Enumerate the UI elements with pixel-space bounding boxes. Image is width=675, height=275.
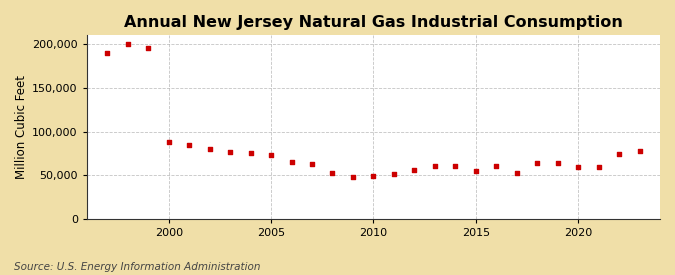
Point xyxy=(163,140,174,144)
Point xyxy=(491,163,502,168)
Point xyxy=(614,152,624,156)
Point xyxy=(245,151,256,156)
Point xyxy=(389,172,400,177)
Point xyxy=(184,142,194,147)
Y-axis label: Million Cubic Feet: Million Cubic Feet xyxy=(15,75,28,179)
Point xyxy=(450,163,461,168)
Point xyxy=(429,163,440,168)
Point xyxy=(532,161,543,165)
Point xyxy=(348,175,358,179)
Point xyxy=(205,147,215,151)
Point xyxy=(143,46,154,51)
Point xyxy=(409,168,420,172)
Point xyxy=(511,170,522,175)
Point xyxy=(368,174,379,178)
Point xyxy=(122,42,133,46)
Point xyxy=(306,162,317,166)
Point xyxy=(552,161,563,165)
Point xyxy=(634,148,645,153)
Point xyxy=(572,165,583,170)
Point xyxy=(593,164,604,169)
Point xyxy=(266,153,277,157)
Point xyxy=(470,169,481,173)
Title: Annual New Jersey Natural Gas Industrial Consumption: Annual New Jersey Natural Gas Industrial… xyxy=(124,15,623,30)
Text: Source: U.S. Energy Information Administration: Source: U.S. Energy Information Administ… xyxy=(14,262,260,272)
Point xyxy=(327,170,338,175)
Point xyxy=(286,160,297,164)
Point xyxy=(225,149,236,154)
Point xyxy=(102,51,113,55)
